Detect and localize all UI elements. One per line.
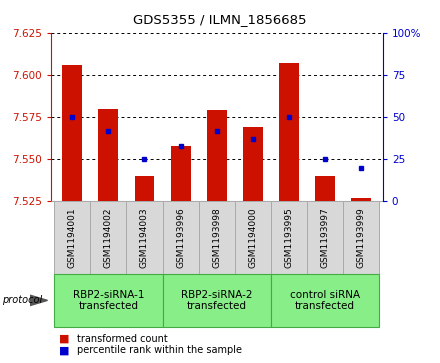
Bar [62,65,82,201]
Bar [343,201,379,274]
Bar [351,198,371,201]
Bar [315,176,335,201]
Text: percentile rank within the sample: percentile rank within the sample [77,345,242,355]
Text: GSM1194000: GSM1194000 [248,207,257,268]
Text: GDS5355 / ILMN_1856685: GDS5355 / ILMN_1856685 [133,13,307,26]
Text: transformed count: transformed count [77,334,168,344]
Text: ■: ■ [59,334,70,344]
Bar [307,201,343,274]
Bar [271,274,379,327]
Text: GSM1193997: GSM1193997 [320,207,330,268]
Bar [126,201,162,274]
Bar [279,63,299,201]
Text: RBP2-siRNA-2
transfected: RBP2-siRNA-2 transfected [181,290,253,311]
Text: GSM1193998: GSM1193998 [212,207,221,268]
Bar [99,109,118,201]
Bar [54,201,90,274]
Bar [207,110,227,201]
Text: GSM1194001: GSM1194001 [68,207,77,268]
Text: GSM1194002: GSM1194002 [104,208,113,268]
Text: protocol: protocol [2,295,42,305]
Text: GSM1193996: GSM1193996 [176,207,185,268]
Bar [198,201,235,274]
Bar [162,201,198,274]
Polygon shape [30,295,48,306]
Text: control siRNA
transfected: control siRNA transfected [290,290,360,311]
Text: GSM1193999: GSM1193999 [357,207,366,268]
Bar [135,176,154,201]
Bar [235,201,271,274]
Bar [90,201,126,274]
Bar [162,274,271,327]
Text: ■: ■ [59,345,70,355]
Text: RBP2-siRNA-1
transfected: RBP2-siRNA-1 transfected [73,290,144,311]
Bar [271,201,307,274]
Bar [243,127,263,201]
Bar [171,146,191,201]
Text: GSM1193995: GSM1193995 [284,207,293,268]
Text: GSM1194003: GSM1194003 [140,207,149,268]
Bar [54,274,162,327]
